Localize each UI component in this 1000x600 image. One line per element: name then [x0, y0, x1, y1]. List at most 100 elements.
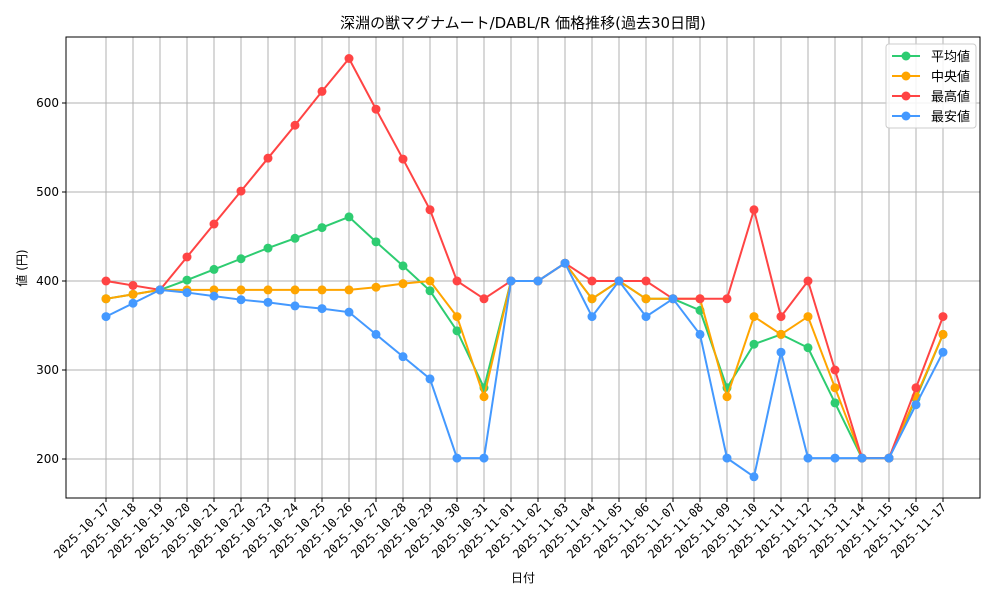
data-point	[371, 237, 381, 247]
data-point	[668, 294, 678, 304]
data-point	[290, 120, 300, 130]
data-point	[938, 312, 948, 322]
data-point	[425, 205, 435, 215]
data-point	[479, 294, 489, 304]
data-point	[263, 297, 273, 307]
x-axis-label: 日付	[511, 571, 535, 585]
data-point	[182, 275, 192, 285]
data-point	[371, 329, 381, 339]
data-point	[803, 276, 813, 286]
series-line	[105, 261, 944, 479]
data-point	[938, 347, 948, 357]
chart-title: 深淵の獣マグナムート/DABL/R 価格推移(過去30日間)	[340, 14, 706, 32]
y-tick-label: 500	[36, 185, 59, 199]
data-point	[317, 285, 327, 295]
data-point	[803, 312, 813, 322]
y-axis-label: 値 (円)	[14, 249, 29, 286]
legend-label: 平均値	[931, 49, 970, 65]
legend-marker	[901, 71, 911, 81]
legend-label: 最安値	[931, 109, 970, 125]
data-point	[317, 304, 327, 314]
data-point	[830, 383, 840, 393]
data-point	[938, 329, 948, 339]
data-point	[209, 219, 219, 229]
data-point	[344, 285, 354, 295]
data-point	[749, 339, 759, 349]
data-point	[695, 294, 705, 304]
data-point	[857, 453, 867, 463]
data-point	[290, 285, 300, 295]
data-point	[722, 294, 732, 304]
data-point	[425, 374, 435, 384]
data-point	[776, 329, 786, 339]
data-point	[587, 276, 597, 286]
data-point	[290, 233, 300, 243]
data-point	[452, 453, 462, 463]
series-最安値	[101, 258, 948, 482]
data-point	[587, 312, 597, 322]
data-point	[722, 453, 732, 463]
data-point	[398, 261, 408, 271]
data-point	[398, 279, 408, 289]
data-point	[182, 252, 192, 262]
data-point	[263, 243, 273, 253]
data-point	[209, 291, 219, 301]
data-point	[236, 285, 246, 295]
data-point	[128, 280, 138, 290]
data-point	[830, 398, 840, 408]
data-point	[452, 312, 462, 322]
data-point	[209, 285, 219, 295]
data-point	[911, 400, 921, 410]
data-point	[749, 312, 759, 322]
data-point	[641, 312, 651, 322]
data-point	[155, 285, 165, 295]
data-point	[236, 295, 246, 305]
data-point	[506, 276, 516, 286]
data-point	[317, 223, 327, 233]
y-tick-label: 400	[36, 274, 59, 288]
data-point	[803, 453, 813, 463]
data-point	[911, 383, 921, 393]
data-point	[776, 347, 786, 357]
data-point	[479, 392, 489, 402]
data-point	[560, 258, 570, 268]
data-point	[830, 365, 840, 375]
data-point	[749, 472, 759, 482]
legend-label: 最高値	[931, 89, 970, 105]
data-point	[452, 276, 462, 286]
data-point	[641, 294, 651, 304]
data-point	[236, 254, 246, 264]
y-tick-label: 200	[36, 452, 59, 466]
data-point	[344, 54, 354, 63]
data-point	[425, 286, 435, 296]
y-tick-label: 300	[36, 363, 59, 377]
data-point	[182, 288, 192, 298]
data-point	[722, 392, 732, 402]
data-point	[533, 276, 543, 286]
data-point	[614, 276, 624, 286]
data-point	[695, 329, 705, 339]
data-point	[884, 453, 894, 463]
plot-area	[66, 37, 980, 498]
legend-marker	[901, 51, 911, 61]
data-point	[263, 153, 273, 163]
legend-box	[885, 43, 977, 129]
data-point	[371, 282, 381, 292]
data-point	[101, 294, 111, 304]
data-point	[452, 326, 462, 336]
data-point	[344, 212, 354, 222]
data-point	[209, 264, 219, 274]
data-point	[290, 301, 300, 311]
data-point	[749, 205, 759, 215]
legend-label: 中央値	[931, 69, 970, 85]
plot-frame	[65, 36, 981, 499]
data-point	[398, 154, 408, 164]
data-point	[479, 453, 489, 463]
data-point	[803, 343, 813, 353]
data-point	[830, 453, 840, 463]
data-point	[425, 276, 435, 286]
data-point	[344, 307, 354, 317]
data-point	[317, 86, 327, 96]
